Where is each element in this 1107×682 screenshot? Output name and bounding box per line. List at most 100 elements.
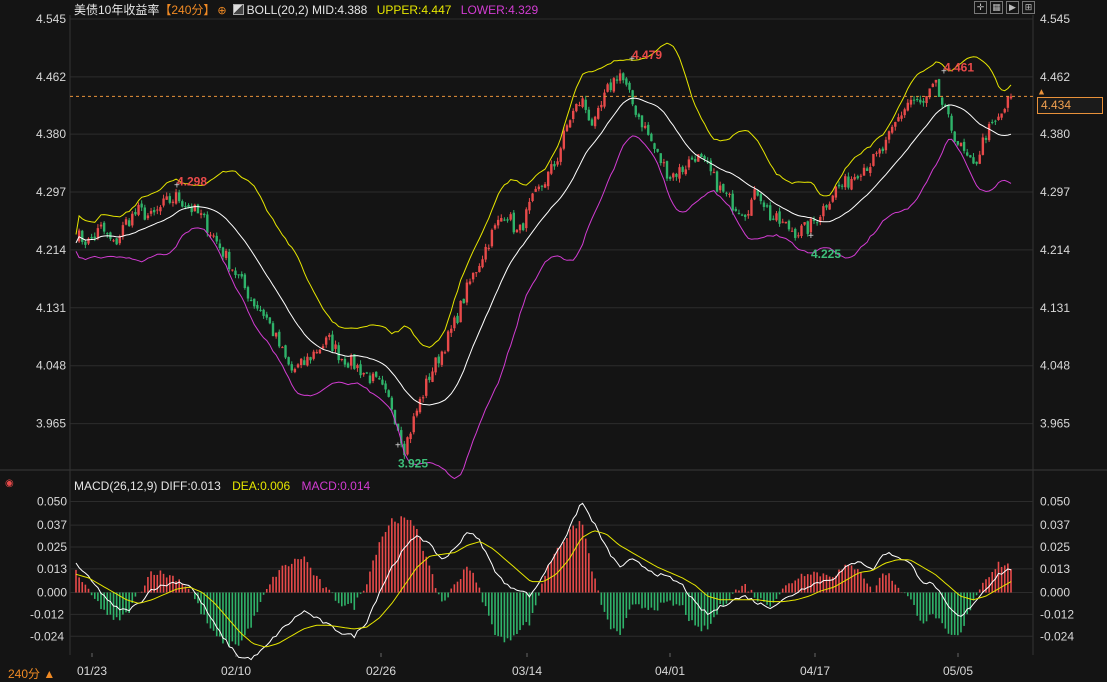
macd-y-tick-left: -0.024 [30,629,64,643]
boll-upper-value: UPPER:4.447 [376,3,452,17]
candle-body [268,317,272,324]
macd-macd-value: MACD:0.014 [301,479,371,493]
instrument-title: 美债10年收益率 [74,3,160,17]
candle-body [662,162,666,164]
candle-body [615,79,619,81]
candle-body [177,192,181,202]
candle-body [890,126,894,133]
candle-body [218,243,222,248]
candle-body [102,222,106,232]
candle-body [340,359,344,361]
candle-body [853,177,856,180]
candle-body [525,209,528,229]
candle-body [240,273,243,277]
candle-body [800,225,803,237]
candle-body [618,73,622,81]
candle-body [878,149,881,154]
candle-body [152,209,156,213]
candle-body [312,351,315,359]
candle-body [553,163,556,167]
candle-body [937,79,941,97]
candle-body [359,364,362,376]
candle-body [759,194,763,202]
boll-lower-value: LOWER:4.329 [460,3,539,17]
candle-body [165,196,168,200]
candle-body [118,236,121,244]
candle-body [425,378,428,396]
candle-body [534,188,537,192]
candle-body [962,141,966,151]
candle-body [1003,109,1006,113]
candle-body [137,204,140,215]
candle-body [281,347,284,349]
candle-body [794,228,797,238]
candle-body [847,176,850,188]
candle-body [87,238,90,244]
candle-body [837,184,841,187]
candle-body [931,83,935,87]
candle-body [531,193,534,201]
candle-body [328,334,331,337]
candle-body [127,220,131,226]
candle-body [306,356,309,366]
period-selector[interactable]: 240分 ▲ [8,667,56,681]
candle-body [712,172,716,174]
boll-lower-line [75,135,1012,480]
step-icon[interactable]: ▶ [1006,1,1019,14]
candle-body [134,212,137,215]
candle-body [84,241,87,245]
candle-body [496,219,500,226]
candle-body [797,235,800,237]
price-y-tick-right: 4.545 [1040,12,1070,26]
extreme-label: 3.925 [398,456,428,470]
candle-body [915,98,919,100]
candle-body [737,212,741,214]
candle-body [725,192,728,194]
candle-body [459,300,462,323]
candle-body [440,351,444,365]
candle-body [371,373,375,382]
candle-body [149,210,153,214]
circle-plus-icon[interactable]: ⊕ [217,5,227,17]
candle-body [421,397,425,399]
crosshair-icon[interactable]: ✛ [974,1,987,14]
candle-body [887,131,891,140]
candle-body [246,287,250,299]
candle-body [593,116,597,127]
macd-label: MACD(26,12,9) [74,479,158,493]
price-y-tick-left: 4.131 [36,301,66,315]
boll-mid-value: MID:4.388 [312,3,368,17]
candle-body [728,193,731,195]
candle-body [894,122,897,127]
macd-y-tick-left: 0.050 [37,494,67,508]
candle-body [981,137,985,155]
candle-body [828,203,831,210]
zoom-icon[interactable]: ⊞ [1022,1,1035,14]
candle-body [600,104,603,108]
candle-body [772,218,775,220]
candle-body [475,272,478,274]
candle-body [537,186,541,190]
extreme-marker: + [174,180,180,191]
boll-settings-icon[interactable] [232,4,244,15]
candle-body [747,213,750,216]
candle-body [450,328,453,333]
candle-body [287,357,290,365]
price-y-tick-left: 4.048 [36,359,66,373]
candle-body [822,206,825,217]
candle-body [253,298,256,307]
current-price-box: 4.434 [1037,97,1103,114]
candle-body [434,357,437,373]
candle-body [803,222,806,225]
candle-body [112,240,115,242]
grid-icon[interactable]: ▦ [990,1,1003,14]
candle-body [734,208,738,211]
candle-body [637,114,641,117]
period-tag[interactable]: 【240分】 [159,3,216,17]
candle-body [872,153,875,166]
extreme-label: 4.225 [811,247,841,261]
candle-body [906,102,910,111]
candle-body [675,173,678,177]
candle-body [590,119,594,126]
target-icon[interactable]: ◉ [5,478,14,489]
